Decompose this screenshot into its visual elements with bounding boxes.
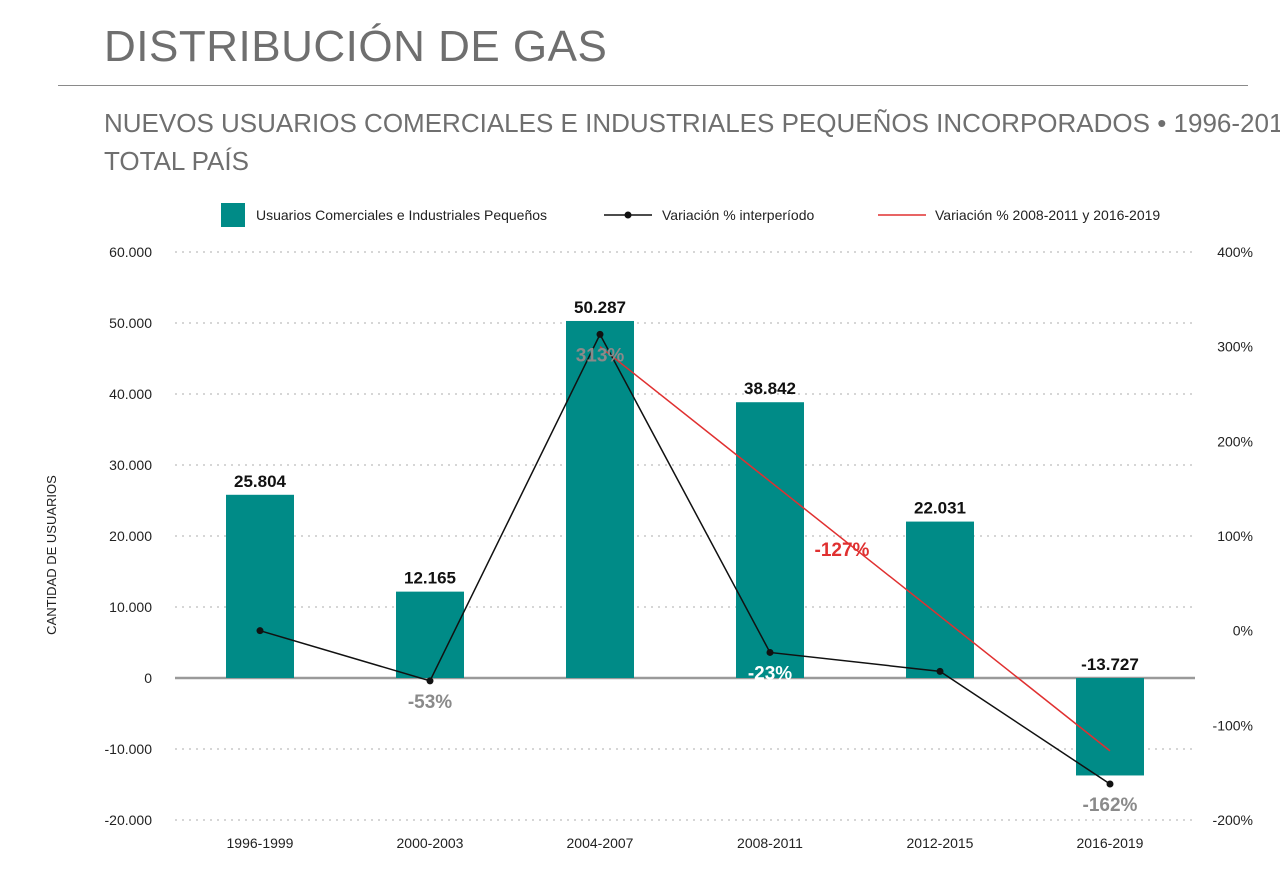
legend-swatch-bars [221, 203, 245, 227]
y-tick-label: 30.000 [109, 457, 152, 473]
bar [226, 494, 294, 678]
interperiod-pct-label: -53% [408, 692, 452, 713]
y2-tick-label: -100% [1213, 717, 1253, 733]
y-tick-label: 50.000 [109, 315, 152, 331]
bar [1076, 678, 1144, 776]
bar [566, 320, 634, 678]
x-tick-label: 2016-2019 [1077, 835, 1144, 851]
y2-tick-label: -200% [1213, 812, 1253, 828]
highlight-variation-label: -127% [815, 540, 870, 561]
y2-tick-label: 0% [1233, 623, 1253, 639]
interperiod-pct-label: -43% [918, 682, 962, 703]
x-tick-label: 2008-2011 [737, 835, 803, 851]
x-tick-label: 1996-1999 [227, 835, 294, 851]
bar [396, 591, 464, 678]
interperiod-pct-label: 313% [576, 345, 625, 366]
interperiod-point [766, 648, 774, 656]
x-tick-label: 2000-2003 [397, 835, 464, 851]
y2-tick-label: 400% [1217, 244, 1253, 260]
bar-value-label: 12.165 [404, 569, 456, 588]
y-axis-label: CANTIDAD DE USUARIOS [44, 475, 59, 635]
y-tick-label: 0 [144, 670, 152, 686]
y-tick-label: 20.000 [109, 528, 152, 544]
interperiod-point [256, 627, 264, 635]
y-tick-label: 10.000 [109, 599, 152, 615]
bar-value-label: 50.287 [574, 298, 626, 317]
interperiod-point [1106, 780, 1114, 788]
x-tick-label: 2004-2007 [567, 835, 634, 851]
y2-tick-label: 300% [1217, 339, 1253, 355]
chart-subtitle: NUEVOS USUARIOS COMERCIALES E INDUSTRIAL… [104, 104, 1280, 180]
bar [906, 521, 974, 678]
interperiod-line [259, 332, 1111, 785]
bar [736, 402, 804, 678]
page-title: DISTRIBUCIÓN DE GAS [104, 22, 608, 71]
y-tick-label: -10.000 [105, 741, 153, 757]
y-tick-label: -20.000 [105, 812, 153, 828]
y2-tick-label: 100% [1217, 528, 1253, 544]
legend-label-interperiod: Variación % interperíodo [662, 207, 814, 223]
legend-swatch-interperiod-marker [624, 211, 632, 219]
interperiod-point [426, 677, 434, 685]
y2-tick-label: 200% [1217, 433, 1253, 449]
bar-value-label: 38.842 [744, 379, 796, 398]
legend-label-highlight: Variación % 2008-2011 y 2016-2019 [935, 207, 1160, 223]
interperiod-point [936, 667, 944, 675]
interperiod-pct-label: -23% [748, 663, 792, 684]
interperiod-point [596, 330, 604, 338]
legend-label-bars: Usuarios Comerciales e Industriales Pequ… [256, 207, 547, 223]
bar-value-label: 25.804 [234, 472, 287, 491]
bar-value-label: 22.031 [914, 499, 966, 518]
highlight-variation-line [599, 346, 1111, 752]
x-tick-label: 2012-2015 [907, 835, 974, 851]
bar-value-label: -13.727 [1081, 655, 1139, 674]
interperiod-pct-label: -162% [1083, 795, 1138, 816]
title-divider [58, 85, 1248, 86]
y-tick-label: 40.000 [109, 386, 152, 402]
y-tick-label: 60.000 [109, 244, 152, 260]
subtitle-line-2: TOTAL PAÍS [104, 146, 249, 176]
subtitle-line-1: NUEVOS USUARIOS COMERCIALES E INDUSTRIAL… [104, 108, 1280, 138]
